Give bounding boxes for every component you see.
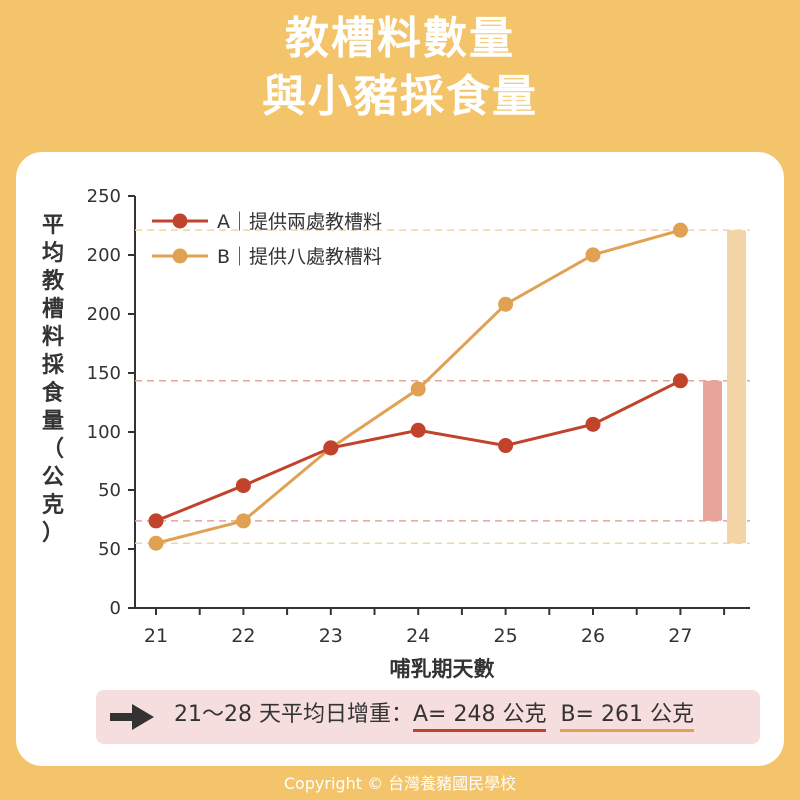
legend-marker: [172, 248, 188, 264]
data-point-b: [410, 381, 426, 397]
x-tick-label: 26: [581, 625, 605, 647]
legend-label: A｜提供兩處教槽料: [217, 211, 382, 233]
y-axis-label-char: 槽: [41, 297, 64, 322]
data-point-b: [148, 535, 164, 551]
y-tick-label: 50: [98, 480, 121, 501]
data-point-b: [672, 222, 688, 238]
y-axis-label-char: 採: [41, 353, 64, 378]
summary-box: 21～28 天平均日增重：A= 248 公克 B= 261 公克: [96, 690, 760, 744]
x-tick-label: 23: [319, 625, 343, 647]
data-point-a: [410, 422, 426, 438]
y-tick-label: 50: [98, 539, 121, 560]
title-line-1: 教槽料數量: [285, 13, 515, 64]
x-tick-label: 25: [494, 625, 518, 647]
legend-label: B｜提供八處教槽料: [217, 246, 382, 268]
arrow-right-icon: [110, 704, 154, 730]
y-axis-label: 平均教槽料採食量 （ 公克 ）: [40, 212, 66, 548]
data-point-b: [585, 247, 601, 263]
data-point-a: [672, 373, 688, 389]
data-point-a: [323, 440, 339, 456]
y-tick-label: 0: [110, 598, 121, 619]
data-point-a: [148, 513, 164, 529]
summary-prefix: 21～28 天平均日增重：: [174, 702, 413, 727]
y-tick-label: 150: [87, 363, 121, 384]
x-tick-label: 24: [406, 625, 430, 647]
legend-marker: [172, 213, 188, 229]
y-axis-label-char: 教: [41, 269, 64, 294]
x-tick-label: 27: [668, 625, 692, 647]
x-tick-label: 22: [231, 625, 255, 647]
y-axis-label-char: 平: [41, 213, 64, 238]
summary-text: 21～28 天平均日增重：A= 248 公克 B= 261 公克: [174, 700, 694, 732]
data-point-a: [235, 478, 251, 494]
y-axis-label-char: 均: [41, 241, 64, 266]
y-tick-label: 200: [87, 304, 121, 325]
title-line-2: 與小豬採食量: [262, 71, 538, 122]
y-axis-label-char: 料: [41, 325, 64, 350]
range-bar-b: [727, 230, 746, 544]
y-axis-label-char: 量: [41, 409, 64, 434]
summary-b: B= 261 公克: [560, 702, 694, 732]
y-axis-label-char: 克: [41, 493, 64, 518]
chart-card: [16, 152, 784, 766]
data-point-b: [235, 513, 251, 529]
summary-a: A= 248 公克: [412, 702, 547, 732]
y-axis-label-char: 公: [41, 465, 64, 490]
y-axis-label-char: （: [41, 437, 64, 462]
page-title: 教槽料數量 與小豬採食量: [0, 10, 800, 126]
y-tick-label: 200: [87, 245, 121, 266]
series-line-a: [155, 379, 682, 523]
y-axis-label-char: ）: [41, 521, 64, 546]
data-point-b: [498, 296, 514, 312]
y-tick-label: 100: [87, 422, 121, 443]
y-axis-label-char: 食: [41, 381, 64, 406]
data-point-a: [498, 438, 514, 454]
copyright: Copyright © 台灣養豬國民學校: [283, 774, 517, 793]
x-axis-title: 哺乳期天數: [390, 657, 495, 681]
range-bar-a: [703, 380, 722, 521]
x-tick-label: 21: [144, 625, 168, 647]
y-tick-label: 250: [87, 186, 121, 207]
data-point-a: [585, 416, 601, 432]
